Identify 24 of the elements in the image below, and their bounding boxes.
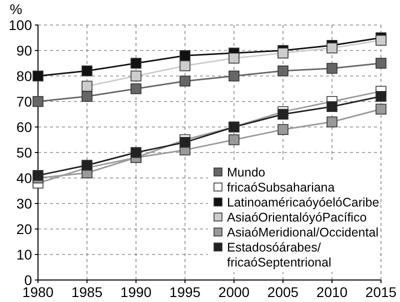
y-tick-label: 100 [8, 16, 32, 33]
y-tick-label: 80 [16, 68, 32, 84]
y-tick-label: 30 [16, 195, 32, 212]
legend-label: AsiaóOrientalóyóPacífico [227, 210, 367, 224]
x-tick-label: 2000 [218, 284, 250, 300]
y-tick-label: 60 [16, 118, 32, 135]
y-tick-label: 50 [16, 144, 32, 160]
legend-label: LatinoaméricaóyóelóCaribe [227, 195, 380, 210]
y-tick-label: 10 [16, 246, 32, 262]
x-tick-label: 2010 [316, 284, 348, 300]
y-tick-label: 90 [16, 42, 32, 58]
y-tick-label: 40 [16, 170, 32, 186]
y-tick-label: 70 [16, 93, 32, 110]
legend-label: Estadosóárabes/ fricaóSeptentrional [227, 240, 332, 270]
y-tick-label: 20 [16, 220, 32, 237]
x-tick-label: 2015 [365, 284, 397, 300]
legend-label: AsiaóMeridional/Occidental [227, 225, 378, 240]
legend-label: Mundo [227, 165, 266, 180]
x-tick-label: 1995 [169, 284, 201, 300]
y-axis-title: % [10, 1, 22, 17]
x-tick-label: 1990 [120, 284, 152, 300]
x-tick-label: 2005 [267, 284, 299, 300]
legend-label: fricaóSubsahariana [227, 180, 335, 194]
x-tick-label: 1985 [71, 284, 103, 300]
